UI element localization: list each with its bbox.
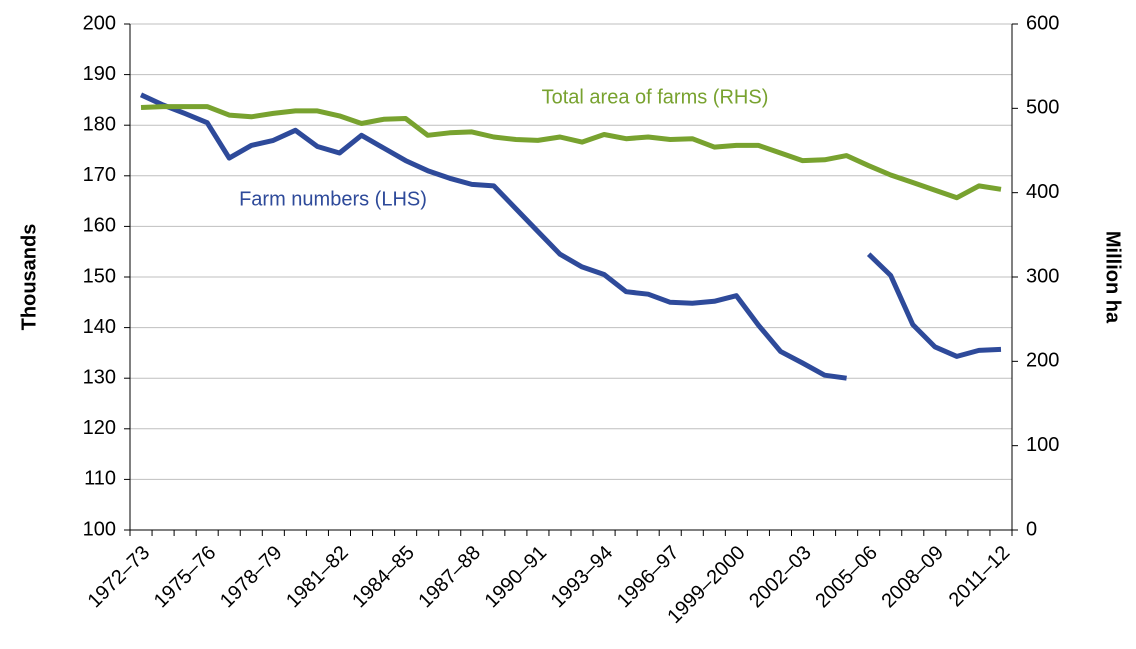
x-tick-label: 1978–79	[216, 542, 287, 613]
x-tick-label: 1987–88	[414, 542, 485, 613]
y2-tick-label: 400	[1026, 181, 1059, 203]
y-axis-title: Thousands	[18, 224, 40, 331]
x-tick-label: 2002–03	[745, 542, 816, 613]
y2-tick-label: 600	[1026, 12, 1059, 34]
x-tick-label: 2008–09	[877, 542, 948, 613]
y-tick-label: 170	[83, 164, 116, 186]
y-tick-label: 130	[83, 366, 116, 388]
y-tick-label: 150	[83, 265, 116, 287]
x-tick-label: 2011–12	[945, 542, 1015, 612]
series-label: Total area of farms (RHS)	[542, 86, 769, 108]
series-line	[866, 252, 1002, 359]
y2-tick-label: 200	[1026, 350, 1059, 372]
y2-tick-label: 500	[1026, 97, 1059, 119]
y-tick-label: 180	[83, 113, 116, 135]
x-tick-label: 1993–94	[547, 542, 618, 613]
x-tick-label: 1984–85	[348, 542, 419, 613]
y-tick-label: 110	[84, 468, 116, 490]
x-tick-label: 1972–73	[84, 542, 155, 613]
y2-tick-label: 0	[1026, 518, 1037, 540]
y-tick-label: 200	[83, 12, 116, 34]
y2-tick-label: 300	[1026, 265, 1059, 287]
x-tick-label: 2005–06	[811, 542, 882, 613]
x-tick-label: 1990–91	[481, 542, 552, 613]
x-tick-label: 1975–76	[150, 542, 221, 613]
y-tick-label: 140	[83, 316, 116, 338]
y2-axis-title: Million ha	[1102, 231, 1124, 324]
y2-tick-label: 100	[1026, 434, 1059, 456]
series-line	[140, 104, 1002, 201]
y-tick-label: 120	[83, 417, 116, 439]
y-tick-label: 100	[83, 518, 116, 540]
x-tick-label: 1981–82	[282, 542, 353, 613]
series-line	[139, 92, 847, 381]
series-label: Farm numbers (LHS)	[239, 188, 427, 210]
y-tick-label: 160	[83, 215, 116, 237]
y-tick-label: 190	[83, 63, 116, 85]
